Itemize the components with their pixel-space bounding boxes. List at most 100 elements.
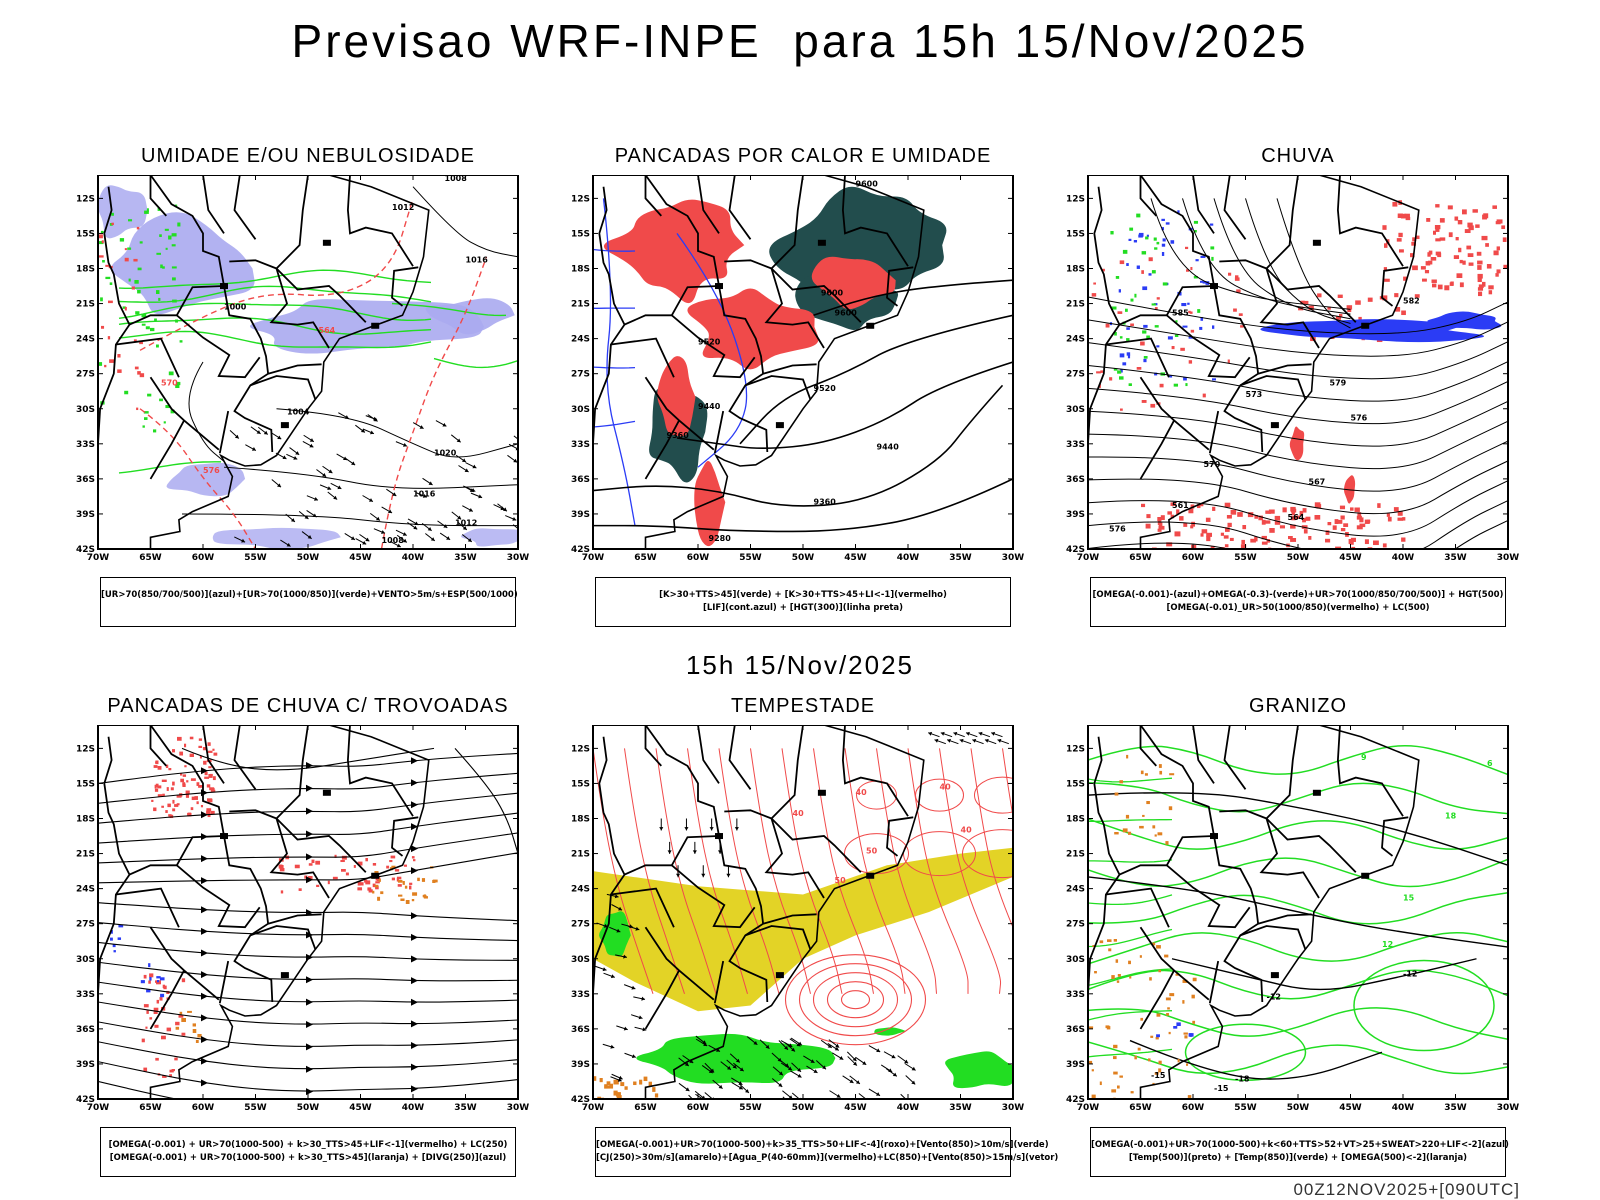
wind-vector-head <box>978 731 983 736</box>
wind-vector-head <box>360 428 365 433</box>
wind-vector-head <box>309 438 314 442</box>
field-speckle <box>1169 773 1175 776</box>
field-speckle <box>357 861 363 866</box>
field-speckle <box>1488 290 1493 295</box>
country-border <box>115 887 180 928</box>
field-speckle <box>1141 400 1147 403</box>
country-border <box>1223 175 1247 240</box>
country-border <box>269 268 330 349</box>
contour-label: 576 <box>1109 524 1126 533</box>
field-speckle <box>1130 1091 1134 1094</box>
coastline <box>1139 725 1420 1099</box>
field-speckle <box>128 219 133 222</box>
temp850-contour <box>1088 1041 1508 1075</box>
field-speckle <box>332 876 338 880</box>
temp500-contour <box>1171 958 1477 991</box>
field-speckle <box>1201 529 1208 534</box>
field-speckle <box>1382 225 1387 230</box>
streamline-arrow <box>201 811 208 819</box>
country-border <box>202 175 225 234</box>
field-speckle <box>1117 974 1121 977</box>
field-speckle <box>1430 257 1437 261</box>
field-speckle <box>1094 971 1097 974</box>
wind-vector-head <box>796 1042 801 1047</box>
field-speckle <box>380 891 384 895</box>
field-speckle <box>1177 1058 1180 1063</box>
field-speckle <box>1189 311 1193 314</box>
lon-label: 55W <box>1234 1103 1257 1113</box>
streamline <box>181 747 435 771</box>
lat-label: 42S <box>1066 1095 1085 1105</box>
field-speckle <box>179 340 183 343</box>
field-speckle <box>1343 523 1349 527</box>
field-speckle <box>192 1023 196 1027</box>
field-speckle <box>1140 341 1145 346</box>
field-speckle <box>1105 1025 1110 1029</box>
hgt-contour <box>1088 520 1508 549</box>
contour-label: 9360 <box>814 498 837 507</box>
country-border <box>1139 175 1264 453</box>
lat-label: 21S <box>76 300 95 310</box>
hgt-contour <box>1088 380 1508 425</box>
wind-vector-head <box>835 1043 840 1048</box>
map-layers: 582 579 576 573 570 567 564 561 576 585 <box>1088 175 1508 549</box>
humidity-contour <box>118 317 432 335</box>
field-speckle <box>1168 806 1173 811</box>
field-speckle <box>148 963 151 968</box>
field-speckle <box>1468 262 1474 266</box>
temp850-contour <box>1088 745 1508 776</box>
field-speckle <box>1475 224 1480 228</box>
field-speckle <box>1126 352 1131 356</box>
field-speckle <box>150 327 155 332</box>
field-speckle <box>153 765 158 768</box>
wind-vector-head <box>735 1058 740 1063</box>
field-speckle <box>1181 303 1187 307</box>
field-speckle <box>1411 241 1416 246</box>
field-speckle <box>1145 523 1151 529</box>
lon-label: 45W <box>1339 1103 1362 1113</box>
wind-vector-head <box>381 530 385 534</box>
wind-vector-head <box>618 906 623 911</box>
field-speckle <box>153 1010 158 1015</box>
country-border <box>764 268 825 349</box>
field-speckle <box>398 894 403 897</box>
field-speckle <box>1096 371 1101 374</box>
field-speckle <box>1134 1055 1137 1060</box>
field-speckle <box>1119 353 1125 358</box>
field-speckle <box>137 267 142 271</box>
streamline-arrow <box>306 830 313 838</box>
field-speckle <box>1386 513 1390 517</box>
field-speckle <box>1128 831 1132 835</box>
field-speckle <box>1478 284 1484 289</box>
lon-label: 40W <box>897 1103 920 1113</box>
country-border <box>1192 725 1215 784</box>
field-speckle <box>597 1096 602 1099</box>
field-speckle <box>165 405 171 409</box>
field-speckle <box>1197 503 1201 509</box>
hgt-contour <box>1088 420 1508 470</box>
field-speckle <box>146 989 151 993</box>
field-speckle <box>1265 510 1271 514</box>
streamline-arrow <box>306 1043 313 1051</box>
field-speckle <box>1395 307 1401 312</box>
field-speckle <box>1156 241 1160 245</box>
map-area: 1008 1012 1016 1020 1016 1012 1008 1004 576 570 56… <box>70 175 529 563</box>
field-speckle <box>140 980 145 984</box>
streamline-arrow <box>201 1014 208 1022</box>
field-speckle <box>1472 209 1478 213</box>
field-speckle <box>404 885 408 889</box>
lon-label: 35W <box>949 1103 972 1113</box>
temp850-contour <box>1088 818 1508 850</box>
field-speckle <box>1184 1035 1188 1039</box>
wind-vector-head <box>839 1056 844 1060</box>
contour-label: 1016 <box>413 489 436 498</box>
lon-label: 70W <box>87 553 110 563</box>
field-speckle <box>1152 825 1156 829</box>
wind-vector-head <box>738 1081 743 1085</box>
field-speckle <box>1346 305 1353 310</box>
field-speckle <box>179 751 184 756</box>
field-speckle <box>175 1026 180 1030</box>
lake-marker <box>817 789 826 796</box>
field-speckle <box>1127 354 1131 359</box>
field-speckle <box>108 300 113 304</box>
